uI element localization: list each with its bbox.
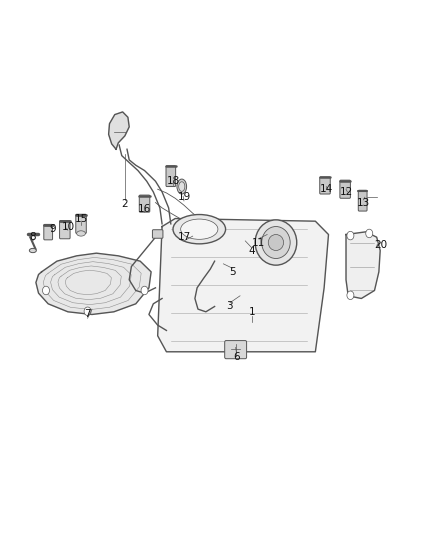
FancyBboxPatch shape xyxy=(152,230,163,238)
Ellipse shape xyxy=(179,182,185,191)
FancyBboxPatch shape xyxy=(358,190,367,211)
Text: 4: 4 xyxy=(248,246,255,255)
Text: 5: 5 xyxy=(229,267,236,277)
FancyBboxPatch shape xyxy=(76,214,86,233)
Text: 16: 16 xyxy=(138,204,151,214)
Text: 8: 8 xyxy=(29,232,36,242)
Polygon shape xyxy=(346,232,380,298)
Ellipse shape xyxy=(255,220,297,265)
FancyBboxPatch shape xyxy=(225,341,247,359)
Text: 20: 20 xyxy=(374,240,388,250)
Text: 10: 10 xyxy=(61,222,74,231)
Text: 14: 14 xyxy=(320,184,333,194)
Circle shape xyxy=(347,291,354,300)
Polygon shape xyxy=(109,112,129,149)
Ellipse shape xyxy=(177,179,187,194)
Ellipse shape xyxy=(180,219,218,239)
FancyBboxPatch shape xyxy=(60,221,70,239)
FancyBboxPatch shape xyxy=(139,195,150,212)
Text: 19: 19 xyxy=(177,192,191,202)
Circle shape xyxy=(347,231,354,240)
Text: 18: 18 xyxy=(166,176,180,186)
Text: 2: 2 xyxy=(121,199,128,208)
Text: 11: 11 xyxy=(252,238,265,247)
Text: 6: 6 xyxy=(233,352,240,362)
Text: 15: 15 xyxy=(74,214,88,223)
Text: 9: 9 xyxy=(49,224,56,234)
Text: 7: 7 xyxy=(84,310,91,319)
FancyBboxPatch shape xyxy=(44,224,53,240)
Ellipse shape xyxy=(261,227,290,259)
Circle shape xyxy=(366,229,373,238)
Polygon shape xyxy=(158,219,328,352)
Circle shape xyxy=(84,307,91,316)
Circle shape xyxy=(141,286,148,295)
Text: 12: 12 xyxy=(339,187,353,197)
FancyBboxPatch shape xyxy=(340,180,350,198)
Text: 13: 13 xyxy=(357,198,370,207)
Text: 17: 17 xyxy=(177,232,191,242)
Text: 3: 3 xyxy=(226,302,233,311)
FancyBboxPatch shape xyxy=(320,177,330,194)
Polygon shape xyxy=(36,253,151,314)
Ellipse shape xyxy=(77,231,85,236)
Text: 1: 1 xyxy=(248,307,255,317)
Circle shape xyxy=(42,286,49,295)
FancyBboxPatch shape xyxy=(166,166,176,187)
Ellipse shape xyxy=(29,248,36,253)
Ellipse shape xyxy=(173,214,226,244)
Ellipse shape xyxy=(268,235,284,251)
